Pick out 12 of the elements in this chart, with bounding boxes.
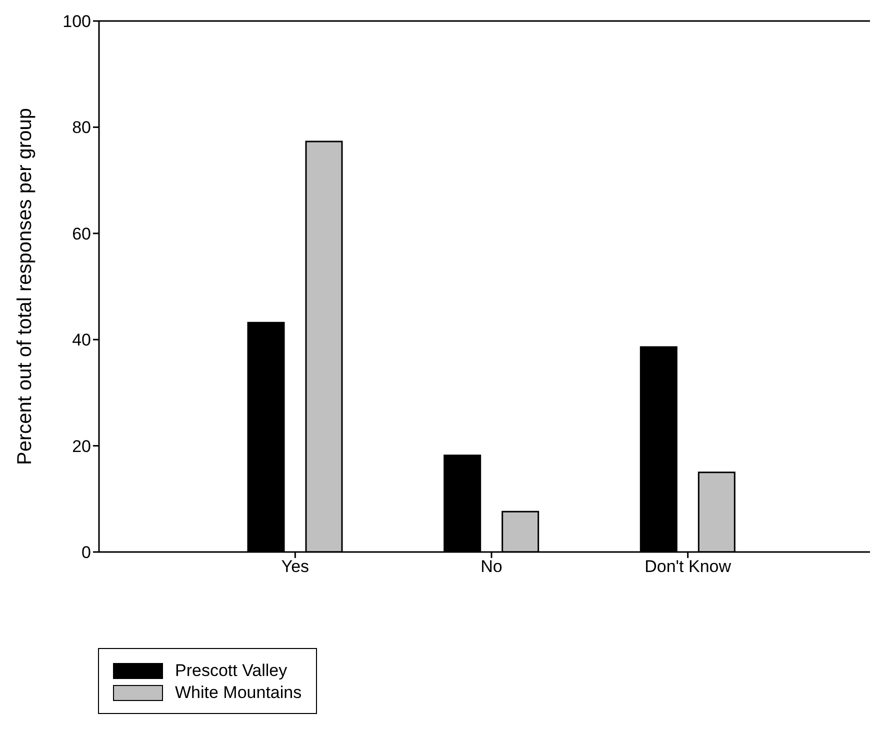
y-tick-label: 60 [72, 224, 91, 244]
x-tick-label: Yes [281, 557, 310, 576]
y-tick-label: 80 [72, 118, 91, 138]
legend-label: Prescott Valley [175, 661, 288, 681]
y-tick-label: 100 [62, 12, 91, 32]
y-tick-label: 40 [72, 330, 91, 350]
legend-label: White Mountains [175, 683, 302, 703]
x-tick-label: No [480, 557, 502, 576]
x-tick-label: Don't Know [644, 557, 732, 576]
y-axis-title: Percent out of total responses per group [14, 108, 36, 465]
y-tick-label: 0 [82, 543, 91, 562]
y-tick-label: 20 [72, 436, 91, 456]
